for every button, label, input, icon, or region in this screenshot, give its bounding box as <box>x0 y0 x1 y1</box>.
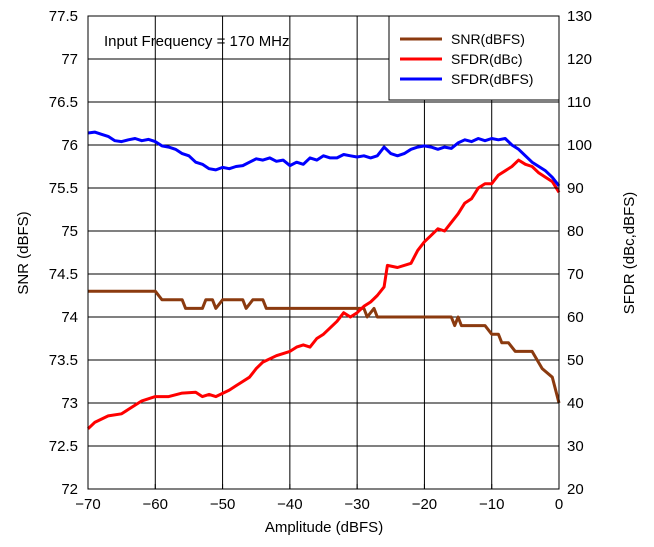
series-line-sfdr-dbfs <box>87 130 561 187</box>
legend-label-snr-dbfs: SNR(dBFS) <box>451 31 525 47</box>
right-y-tick-label: 110 <box>567 94 591 111</box>
right-y-tick-label: 70 <box>567 266 584 283</box>
series-line-sfdr-dbc <box>86 158 561 430</box>
left-y-tick-label: 74.5 <box>49 266 78 283</box>
left-y-tick-label: 75 <box>61 223 78 240</box>
right-y-tick-label: 130 <box>567 8 592 25</box>
left-y-ticks: 72 72.5 73 73.5 74 74.5 75 75.5 76 76.5 77 77.5 <box>49 8 93 498</box>
right-y-tick-label: 120 <box>567 51 592 68</box>
x-tick-label: −40 <box>277 496 302 513</box>
right-y-tick-label: 90 <box>567 180 584 197</box>
right-y-tick-label: 60 <box>567 309 584 326</box>
left-y-tick-label: 72.5 <box>49 438 78 455</box>
left-y-tick-label: 72 <box>61 481 78 498</box>
x-tick-label: −30 <box>344 496 369 513</box>
legend-label-sfdr-dbfs: SFDR(dBFS) <box>451 71 533 87</box>
x-tick-label: −10 <box>479 496 504 513</box>
grid <box>88 16 559 489</box>
x-tick-label: 0 <box>555 496 563 513</box>
right-y-tick-label: 30 <box>567 438 584 455</box>
x-tick-label: −70 <box>75 496 100 513</box>
x-tick-label: −20 <box>412 496 437 513</box>
left-y-tick-label: 76.5 <box>49 94 78 111</box>
legend: SNR(dBFS) SFDR(dBc) SFDR(dBFS) <box>388 15 560 101</box>
right-y-ticks: 20 30 40 50 60 70 80 90 100 110 120 130 <box>554 8 592 498</box>
right-y-tick-label: 100 <box>567 137 592 154</box>
x-tick-label: −50 <box>210 496 235 513</box>
right-y-tick-label: 50 <box>567 352 584 369</box>
series-layer <box>86 130 561 430</box>
right-y-tick-label: 40 <box>567 395 584 412</box>
left-y-tick-label: 73 <box>61 395 78 412</box>
right-y-axis-title: SFDR (dBc,dBFS) <box>621 192 638 315</box>
plot-frame <box>87 15 560 490</box>
left-y-tick-label: 73.5 <box>49 352 78 369</box>
left-y-tick-label: 76 <box>61 137 78 154</box>
x-ticks: −70 −60 −50 −40 −30 −20 −10 0 <box>75 484 563 513</box>
left-y-tick-label: 74 <box>61 309 78 326</box>
series-line-snr-dbfs <box>88 289 561 404</box>
left-y-tick-label: 77.5 <box>49 8 78 25</box>
right-y-tick-label: 80 <box>567 223 584 240</box>
left-y-tick-label: 77 <box>61 51 78 68</box>
right-y-tick-label: 20 <box>567 481 584 498</box>
x-axis-title: Amplitude (dBFS) <box>265 519 383 536</box>
x-tick-label: −60 <box>143 496 168 513</box>
input-frequency-annotation: Input Frequency = 170 MHz <box>104 33 290 50</box>
left-y-axis-title: SNR (dBFS) <box>15 211 32 294</box>
left-y-tick-label: 75.5 <box>49 180 78 197</box>
legend-label-sfdr-dbc: SFDR(dBc) <box>451 51 523 67</box>
